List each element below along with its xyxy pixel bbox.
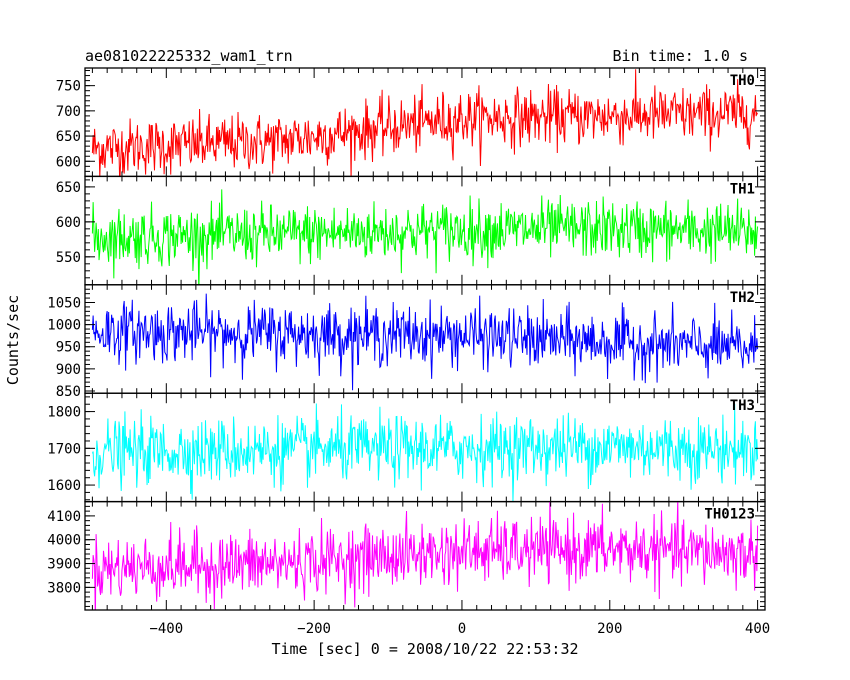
y-tick-label: 1800	[47, 405, 81, 421]
series-line-th1	[91, 189, 759, 285]
y-axis-title: Counts/sec	[4, 295, 22, 385]
panel-th0: 600 650 700 750 TH0	[56, 67, 766, 178]
y-tick-label: 600	[56, 215, 81, 231]
y-tick-label: 950	[56, 340, 81, 356]
x-tick-label: −400	[149, 621, 183, 637]
series-line-th0	[91, 69, 759, 177]
series-line-th0123	[91, 501, 759, 611]
x-axis-title: Time [sec] 0 = 2008/10/22 22:53:32	[271, 640, 578, 658]
panels-group: 600 650 700 750 TH0 550 600 650 TH1 850 900 950 1000…	[47, 67, 766, 611]
y-tick-label: 1000	[47, 318, 81, 334]
y-tick-label: 1700	[47, 441, 81, 457]
y-tick-label: 1600	[47, 478, 81, 494]
panel-frame	[84, 500, 766, 611]
chart-title: ae081022225332_wam1_trn	[85, 47, 293, 65]
panel-th0123: 3800 3900 4000 4100 TH0123	[47, 500, 766, 611]
panel-label: TH0	[730, 73, 755, 89]
panel-label: TH2	[730, 290, 755, 306]
y-tick-label: 1050	[47, 295, 81, 311]
panel-th1: 550 600 650 TH1	[56, 175, 766, 286]
panel-label: TH3	[730, 398, 755, 414]
x-tick-label: 0	[458, 621, 466, 637]
bin-time-label: Bin time: 1.0 s	[613, 47, 748, 65]
y-tick-label: 650	[56, 129, 81, 145]
y-tick-label: 650	[56, 180, 81, 196]
panel-label: TH1	[730, 181, 755, 197]
x-tick-label: 200	[597, 621, 622, 637]
x-tick-label: −200	[297, 621, 331, 637]
panel-label: TH0123	[704, 507, 755, 523]
panel-frame	[84, 67, 766, 178]
y-tick-label: 3800	[47, 580, 81, 596]
panel-th3: 1600 1700 1800 TH3	[47, 392, 766, 503]
x-axis: −400 −200 0 200 400	[149, 621, 770, 637]
x-tick-label: 400	[745, 621, 770, 637]
y-tick-label: 550	[56, 250, 81, 266]
y-tick-label: 700	[56, 104, 81, 120]
y-tick-label: 750	[56, 79, 81, 95]
panel-th2: 850 900 950 1000 1050 TH2	[47, 284, 766, 400]
y-tick-label: 600	[56, 154, 81, 170]
series-line-th2	[91, 293, 759, 391]
y-tick-label: 900	[56, 362, 81, 378]
y-tick-label: 4000	[47, 533, 81, 549]
y-tick-label: 850	[56, 384, 81, 400]
y-tick-label: 4100	[47, 509, 81, 525]
y-tick-label: 3900	[47, 557, 81, 573]
series-line-th3	[91, 403, 759, 502]
